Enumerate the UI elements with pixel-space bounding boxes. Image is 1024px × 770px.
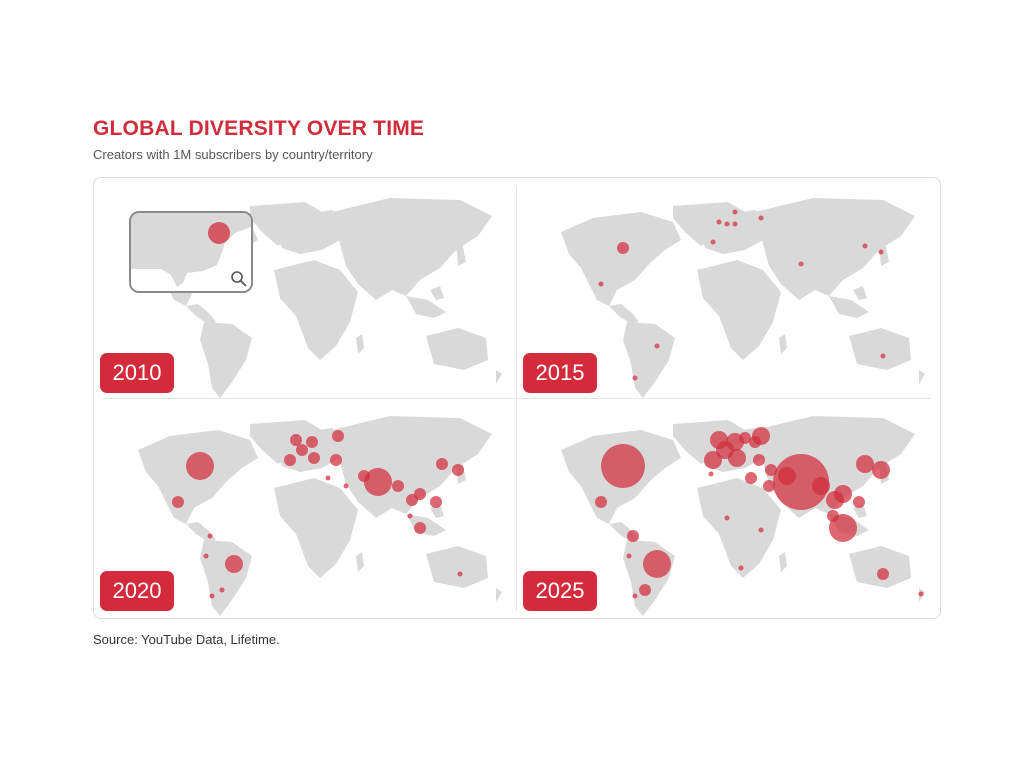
bubble-italy [728,449,746,467]
bubble-netherlands [724,221,730,227]
bubble-australia [880,353,886,359]
bubble-nigeria [724,515,730,521]
bubble-united-states [601,444,645,488]
bubble-chile [209,593,215,599]
bubble-chile [632,375,638,381]
year-badge-2010: 2010 [100,353,174,393]
bubble-brazil [654,343,660,349]
bubble-mexico [598,281,604,287]
bubble-turkey [330,454,342,466]
bubble-south-africa [738,565,744,571]
bubble-south-korea [436,458,448,470]
vertical-divider [516,187,517,611]
bubble-mexico [172,496,184,508]
bubble-south-korea [856,455,874,473]
bubble-poland [739,432,751,444]
bubble-brazil [225,555,243,573]
bubble-morocco [708,471,714,477]
bubble-philippines [430,496,442,508]
bubble-new-zealand [918,591,924,597]
inset-bubble-united-states [208,222,230,244]
bubble-layer [595,427,924,599]
world-map [561,416,925,616]
source-note: Source: YouTube Data, Lifetime. [93,632,280,647]
bubble-chile [632,593,638,599]
bubble-united-kingdom [716,219,722,225]
bubble-russia [752,427,770,445]
bubble-layer [598,209,886,381]
bubble-japan [452,464,464,476]
bubble-malaysia [407,513,413,519]
bubble-spain [284,454,296,466]
bubble-kenya [758,527,764,533]
bubble-argentina [639,584,651,596]
bubble-layer [172,430,464,599]
bubble-saudi-arabia [763,480,775,492]
bubble-pakistan [778,467,796,485]
magnifier-icon[interactable] [231,271,247,287]
bubble-turkey [753,454,765,466]
bubble-saudi-arabia [343,483,349,489]
bubble-italy [308,452,320,464]
bubble-argentina [219,587,225,593]
map-panel-2020 [100,406,510,618]
bubble-russia [758,215,764,221]
bubble-germany [306,436,318,448]
bubble-mexico [595,496,607,508]
bubble-japan [878,249,884,255]
year-badge-2020: 2020 [100,571,174,611]
bubble-egypt [325,475,331,481]
map-panel-2025 [523,406,933,618]
bubble-south-korea [862,243,868,249]
bubble-india [364,468,392,496]
bubble-peru [626,553,632,559]
bubble-vietnam [414,488,426,500]
map-panel-2015 [523,188,933,400]
bubble-bangladesh [392,480,404,492]
bubble-iraq [765,464,777,476]
bubble-philippines [853,496,865,508]
bubble-united-kingdom [290,434,302,446]
bubble-colombia [207,533,213,539]
world-map [561,198,925,398]
bubble-spain [704,451,722,469]
year-badge-2015: 2015 [523,353,597,393]
bubble-malaysia [827,510,839,522]
bubble-russia [332,430,344,442]
bubble-pakistan [358,470,370,482]
bubble-egypt [745,472,757,484]
chart-title: GLOBAL DIVERSITY OVER TIME [93,117,425,140]
bubble-australia [457,571,463,577]
bubble-france [296,444,308,456]
bubble-vietnam [834,485,852,503]
bubble-germany [732,221,738,227]
bubble-india [798,261,804,267]
world-map [138,416,502,616]
bubble-bangladesh [812,477,830,495]
horizontal-divider [103,398,931,399]
bubble-australia [877,568,889,580]
bubble-united-states [186,452,214,480]
zoom-inset[interactable] [129,211,253,293]
bubble-peru [203,553,209,559]
bubble-united-states [617,242,629,254]
bubble-indonesia [414,522,426,534]
inset-map [131,213,251,291]
year-badge-2025: 2025 [523,571,597,611]
bubble-spain [710,239,716,245]
chart-subtitle: Creators with 1M subscribers by country/… [93,147,373,162]
bubble-japan [872,461,890,479]
bubble-sweden [732,209,738,215]
bubble-brazil [643,550,671,578]
bubble-colombia [627,530,639,542]
